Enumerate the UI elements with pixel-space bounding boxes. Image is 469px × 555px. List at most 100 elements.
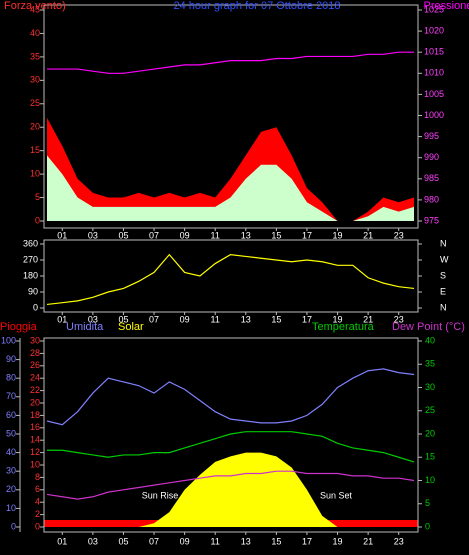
area: [47, 117, 414, 221]
legend-label: Pressione: [424, 0, 469, 12]
x-tick-label: 19: [333, 536, 343, 546]
x-tick-label: 01: [57, 314, 67, 324]
x-tick-label: 13: [241, 536, 251, 546]
line: [46, 253, 415, 306]
x-tick-label: 19: [333, 314, 343, 324]
y-tick-label: 0: [33, 302, 38, 312]
y2-tick-label: 20: [30, 397, 40, 407]
y3-tick-label: 0: [425, 521, 430, 531]
y2-tick-label: N: [440, 302, 447, 312]
x-tick-label: 05: [118, 314, 128, 324]
y-tick-label: 60: [6, 410, 16, 420]
y-tick-label: 30: [6, 466, 16, 476]
line: [46, 470, 415, 500]
line: [47, 51, 414, 74]
x-tick-label: 03: [88, 230, 98, 240]
y2-tick-label: 2: [35, 509, 40, 519]
y-axis-label: Forza vento): [4, 0, 66, 12]
y-tick-label: 70: [6, 391, 16, 401]
x-tick-label: 13: [241, 230, 251, 240]
line: [46, 368, 415, 426]
x-tick-label: 03: [88, 536, 98, 546]
y-tick-label: 90: [28, 286, 38, 296]
y3-tick-label: 35: [425, 359, 435, 369]
y2-tick-label: N: [440, 238, 447, 248]
y3-tick-label: 40: [425, 335, 435, 345]
y3-tick-label: 30: [425, 382, 435, 392]
area: [47, 452, 414, 527]
y2-tick-label: 985: [424, 173, 439, 183]
x-tick-label: 23: [394, 230, 404, 240]
y2-tick-label: 22: [30, 385, 40, 395]
x-tick-label: 17: [302, 230, 312, 240]
y-tick-label: 40: [30, 28, 40, 38]
y2-tick-label: 30: [30, 335, 40, 345]
y2-tick-label: 8: [35, 472, 40, 482]
x-tick-label: 15: [271, 314, 281, 324]
y2-tick-label: S: [440, 270, 446, 280]
y2-tick-label: 980: [424, 194, 439, 204]
y-tick-label: 270: [23, 254, 38, 264]
x-tick-label: 09: [180, 536, 190, 546]
y3-tick-label: 10: [425, 475, 435, 485]
legend-label: Pioggia: [0, 321, 38, 333]
x-tick-label: 05: [118, 536, 128, 546]
legend-label: Dew Point (°C): [392, 321, 465, 333]
y2-tick-label: 14: [30, 435, 40, 445]
y-tick-label: 30: [30, 75, 40, 85]
y2-tick-label: 18: [30, 410, 40, 420]
y2-tick-label: 10: [30, 459, 40, 469]
x-tick-label: 05: [118, 230, 128, 240]
y2-tick-label: 990: [424, 152, 439, 162]
line: [47, 431, 415, 463]
y2-tick-label: 1000: [424, 110, 444, 120]
y-tick-label: 40: [6, 447, 16, 457]
y-tick-label: 100: [1, 335, 16, 345]
y2-tick-label: W: [440, 254, 449, 264]
x-tick-label: 23: [394, 314, 404, 324]
x-tick-label: 11: [211, 536, 220, 546]
x-tick-label: 01: [57, 536, 67, 546]
x-tick-label: 17: [302, 536, 312, 546]
y2-tick-label: 4: [35, 497, 40, 507]
y-tick-label: 5: [35, 192, 40, 202]
x-tick-label: 19: [333, 230, 343, 240]
y2-tick-label: 28: [30, 348, 40, 358]
x-tick-label: 21: [363, 536, 373, 546]
y-tick-label: 20: [6, 484, 16, 494]
x-tick-label: 15: [271, 536, 281, 546]
y-tick-label: 35: [30, 51, 40, 61]
y-tick-label: 80: [6, 373, 16, 383]
y-tick-label: 0: [11, 521, 16, 531]
y2-tick-label: 1015: [424, 47, 444, 57]
y-tick-label: 360: [23, 238, 38, 248]
x-tick-label: 17: [302, 314, 312, 324]
y-tick-label: 20: [30, 122, 40, 132]
y-tick-label: 50: [6, 428, 16, 438]
y2-tick-label: 6: [35, 484, 40, 494]
x-tick-label: 03: [88, 314, 98, 324]
y3-tick-label: 15: [425, 452, 435, 462]
chart-title: 24 hour graph for 07 Ottobre 2018: [174, 0, 341, 12]
y2-tick-label: 26: [30, 360, 40, 370]
x-tick-label: 15: [271, 230, 281, 240]
legend-label: Temperatura: [312, 321, 375, 333]
y2-tick-label: 16: [30, 422, 40, 432]
y2-tick-label: 12: [30, 447, 40, 457]
y2-tick-label: 0: [35, 521, 40, 531]
y-tick-label: 0: [35, 215, 40, 225]
annotation: Sun Set: [320, 490, 353, 500]
y-tick-label: 45: [30, 4, 40, 14]
y-tick-label: 180: [23, 270, 38, 280]
y3-tick-label: 20: [425, 428, 435, 438]
y2-tick-label: 1005: [424, 89, 444, 99]
y2-tick-label: E: [440, 286, 446, 296]
x-tick-label: 23: [394, 536, 404, 546]
y2-tick-label: 1025: [424, 4, 444, 14]
y2-tick-label: 24: [30, 373, 40, 383]
x-tick-label: 07: [149, 230, 159, 240]
y2-tick-label: 995: [424, 131, 439, 141]
legend-label: Umidita: [66, 321, 104, 333]
y2-tick-label: 1010: [424, 68, 444, 78]
